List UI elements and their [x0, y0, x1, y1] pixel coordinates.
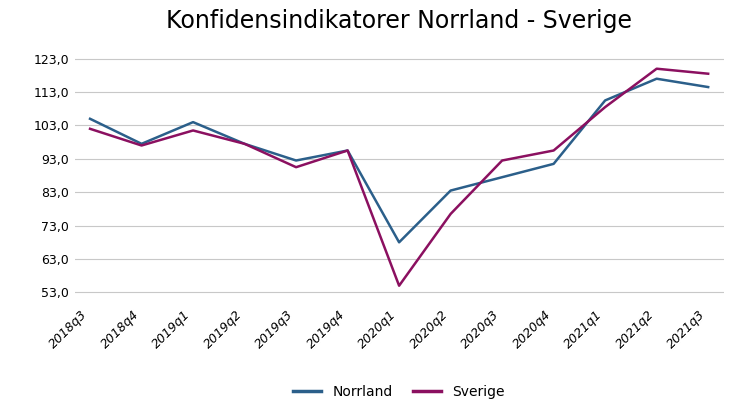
Sverige — [137, 143, 146, 148]
Norrland — [601, 98, 609, 103]
Sverige — [240, 141, 249, 146]
Norrland — [652, 76, 661, 81]
Norrland — [86, 116, 95, 121]
Line: Sverige: Sverige — [90, 69, 708, 286]
Sverige — [703, 71, 712, 76]
Norrland — [549, 161, 558, 166]
Legend: Norrland, Sverige: Norrland, Sverige — [288, 380, 510, 405]
Sverige — [86, 126, 95, 131]
Norrland — [446, 188, 455, 193]
Norrland — [395, 240, 404, 245]
Sverige — [652, 66, 661, 71]
Norrland — [498, 175, 507, 180]
Line: Norrland: Norrland — [90, 79, 708, 242]
Sverige — [549, 148, 558, 153]
Norrland — [343, 148, 352, 153]
Title: Konfidensindikatorer Norrland - Sverige: Konfidensindikatorer Norrland - Sverige — [166, 9, 632, 33]
Norrland — [240, 141, 249, 146]
Norrland — [189, 120, 198, 125]
Sverige — [189, 128, 198, 133]
Sverige — [601, 105, 609, 110]
Norrland — [137, 141, 146, 146]
Norrland — [292, 158, 301, 163]
Sverige — [395, 283, 404, 288]
Norrland — [703, 84, 712, 89]
Sverige — [343, 148, 352, 153]
Sverige — [292, 165, 301, 170]
Sverige — [498, 158, 507, 163]
Sverige — [446, 211, 455, 216]
